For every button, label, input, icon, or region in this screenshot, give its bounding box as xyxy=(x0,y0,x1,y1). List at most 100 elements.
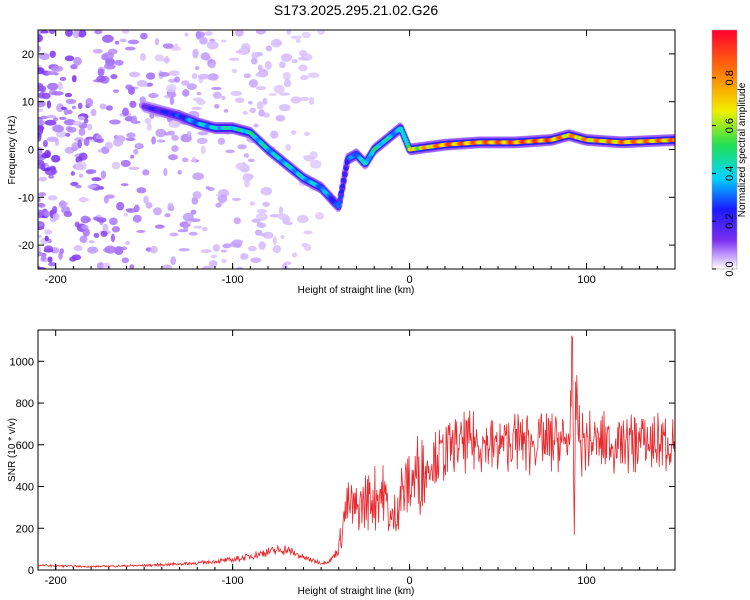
noise-speckle xyxy=(71,254,82,261)
snr-series-line xyxy=(38,335,675,569)
ridge-core xyxy=(341,178,347,183)
noise-speckle xyxy=(46,136,59,142)
noise-speckle xyxy=(38,266,46,269)
noise-speckle xyxy=(297,56,309,61)
noise-speckle xyxy=(110,73,118,80)
y-tick-label: 10 xyxy=(22,97,34,109)
noise-speckle xyxy=(258,71,267,78)
noise-speckle xyxy=(255,86,267,91)
noise-speckle xyxy=(211,86,222,91)
noise-speckle xyxy=(236,266,244,269)
noise-speckle xyxy=(131,115,138,124)
noise-speckle xyxy=(247,245,257,252)
noise-speckle xyxy=(40,115,48,120)
noise-speckle xyxy=(77,102,83,110)
noise-speckle xyxy=(190,218,201,223)
noise-speckle xyxy=(70,171,76,176)
noise-speckle xyxy=(50,65,63,72)
noise-speckle xyxy=(237,144,247,150)
noise-speckle xyxy=(281,263,288,269)
noise-speckle xyxy=(191,156,197,163)
noise-speckle xyxy=(233,217,241,225)
noise-speckle xyxy=(48,174,55,179)
noise-speckle xyxy=(129,264,135,269)
noise-speckle xyxy=(47,256,53,263)
noise-speckle xyxy=(64,92,73,98)
noise-speckle xyxy=(168,154,178,161)
x-tick-label: 100 xyxy=(577,274,595,286)
x-tick-label: 100 xyxy=(577,575,595,587)
noise-speckle xyxy=(67,126,77,133)
noise-speckle xyxy=(192,191,202,200)
noise-speckle xyxy=(299,49,308,57)
noise-speckle xyxy=(195,30,202,40)
noise-speckle xyxy=(281,53,293,62)
noise-speckle xyxy=(167,202,174,210)
noise-speckle xyxy=(255,212,268,222)
y-tick-label: -20 xyxy=(18,240,34,252)
noise-speckle xyxy=(104,141,113,150)
noise-speckle xyxy=(123,213,128,217)
noise-speckle xyxy=(38,118,45,128)
noise-speckle xyxy=(150,245,158,254)
noise-speckle xyxy=(51,91,64,96)
ridge-core xyxy=(337,201,342,206)
noise-speckle xyxy=(102,52,114,60)
noise-speckle xyxy=(171,145,179,152)
noise-speckle xyxy=(170,256,177,266)
x-tick-label: -200 xyxy=(45,274,67,286)
noise-speckle xyxy=(85,136,94,140)
noise-speckle xyxy=(132,214,142,223)
noise-speckle xyxy=(128,166,140,170)
noise-speckle xyxy=(192,48,199,58)
noise-speckle xyxy=(40,89,46,93)
noise-speckle xyxy=(177,169,182,175)
noise-speckle xyxy=(64,55,75,62)
noise-speckle xyxy=(161,264,173,269)
noise-speckle xyxy=(281,216,291,223)
noise-speckle xyxy=(38,108,44,112)
noise-speckle xyxy=(38,125,45,131)
noise-speckle xyxy=(38,163,42,169)
noise-speckle xyxy=(256,101,264,110)
colorbar-ticks: 0.0 0.2 0.4 0.6 0.8 xyxy=(712,70,736,277)
noise-speckle xyxy=(207,73,219,81)
noise-speckle xyxy=(124,240,131,245)
ridge-core xyxy=(343,166,349,171)
noise-speckle xyxy=(190,209,197,215)
noise-speckle xyxy=(186,131,192,138)
noise-speckle xyxy=(244,180,250,188)
noise-speckle xyxy=(148,93,159,99)
spectrogram-y-axis-label: Frequency (Hz) xyxy=(7,116,18,185)
noise-speckle xyxy=(41,152,50,159)
noise-speckle xyxy=(245,174,251,178)
noise-speckle xyxy=(100,230,108,237)
noise-speckle xyxy=(225,149,235,154)
noise-speckle xyxy=(97,68,105,77)
ridge-core xyxy=(338,195,343,200)
noise-speckle xyxy=(72,30,79,39)
noise-speckle xyxy=(38,203,46,208)
noise-speckle xyxy=(239,253,249,260)
y-tick-label: 200 xyxy=(16,523,34,535)
noise-speckle xyxy=(99,103,107,110)
spectrogram-heatmap xyxy=(38,30,675,269)
x-tick-label: -200 xyxy=(45,575,67,587)
noise-speckle xyxy=(250,57,258,65)
noise-speckle xyxy=(142,81,148,87)
noise-speckle xyxy=(38,223,43,228)
noise-speckle xyxy=(200,145,206,155)
x-tick-label: -100 xyxy=(222,274,244,286)
spectrogram-x-axis-label: Height of straight line (km) xyxy=(298,285,415,296)
noise-speckle xyxy=(96,262,105,269)
noise-speckle xyxy=(47,82,59,91)
noise-speckle xyxy=(280,234,285,240)
noise-speckle xyxy=(296,214,309,224)
noise-speckle xyxy=(303,230,313,235)
noise-speckle xyxy=(136,142,141,149)
noise-speckle xyxy=(71,142,80,151)
noise-speckle xyxy=(155,128,167,138)
noise-speckle xyxy=(234,30,244,37)
